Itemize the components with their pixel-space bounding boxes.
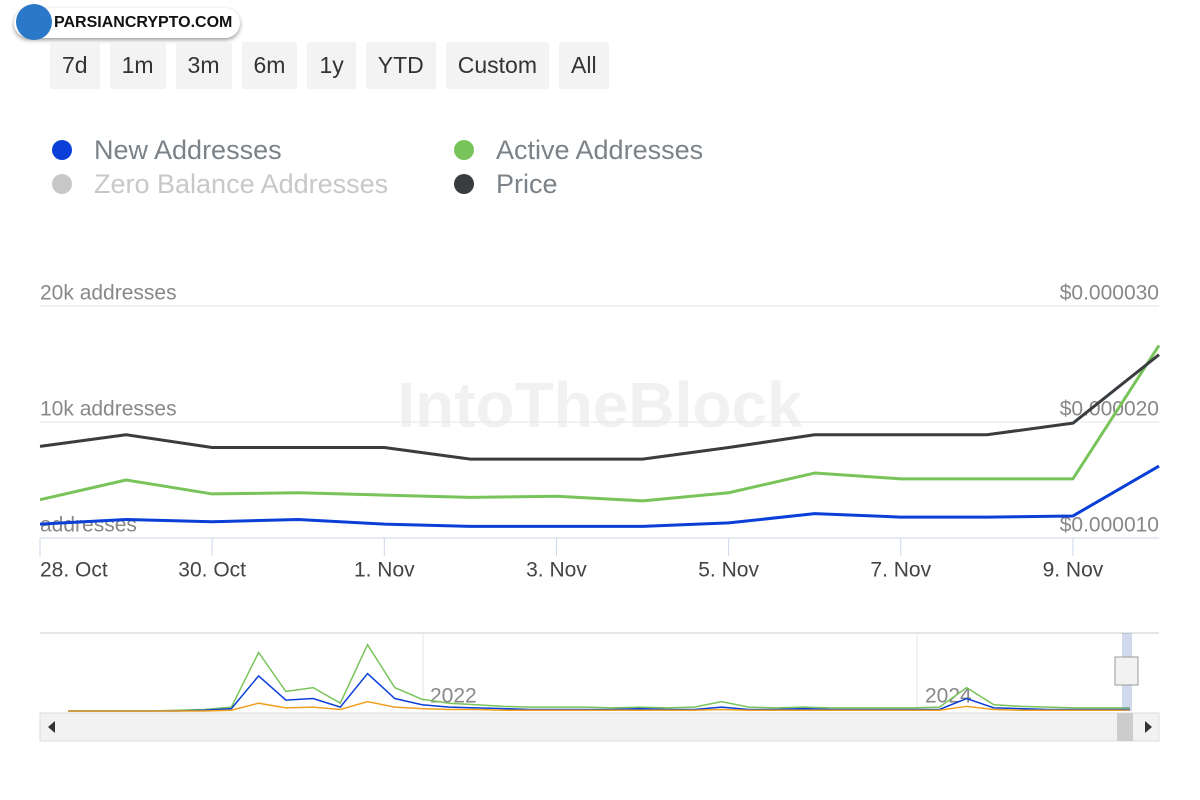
navigator-line [68, 700, 1130, 712]
legend-dot [454, 140, 474, 160]
x-tick-label: 9. Nov [1043, 559, 1104, 582]
range-button[interactable]: 3m [175, 42, 232, 89]
range-button[interactable]: 1y [307, 42, 356, 89]
y2-tick-label: $0.000030 [1060, 282, 1159, 305]
range-button[interactable]: 1m [109, 42, 166, 89]
x-tick-label: 1. Nov [354, 559, 415, 582]
legend-item[interactable]: New Addresses [52, 133, 454, 167]
y2-tick-label: $0.000010 [1060, 514, 1159, 537]
series-line [39, 353, 1160, 461]
range-button[interactable]: All [559, 42, 609, 89]
scrollbar-track [39, 712, 1160, 742]
legend-item[interactable]: Active Addresses [454, 133, 754, 167]
series-line [39, 464, 1160, 528]
legend-item[interactable]: Price [454, 167, 754, 201]
legend-label: New Addresses [94, 134, 282, 165]
watermark: IntoTheBlock [397, 369, 803, 441]
range-button[interactable]: YTD [365, 42, 436, 89]
navigator-line [68, 672, 1130, 712]
range-button[interactable]: 7d [50, 42, 100, 89]
range-button[interactable]: Custom [445, 42, 549, 89]
legend-item[interactable]: Zero Balance Addresses [52, 167, 454, 201]
y-tick-label: 10k addresses [40, 398, 177, 421]
scroll-left[interactable] [48, 721, 55, 733]
legend-dot [52, 174, 72, 194]
legend-dot [454, 174, 474, 194]
range-buttons: 7d 1m 3m 6m 1y YTD Custom All [50, 42, 609, 89]
series-line [39, 344, 1161, 503]
x-tick-label: 7. Nov [870, 559, 931, 582]
x-tick-label: 5. Nov [698, 559, 759, 582]
legend-label: Price [496, 168, 558, 199]
navigator-handle[interactable] [1114, 656, 1139, 686]
x-tick-label: 30. Oct [178, 559, 246, 582]
y-tick-label: 20k addresses [40, 282, 177, 305]
scrollbar-thumb[interactable] [1117, 713, 1133, 741]
brand-icon [16, 4, 52, 40]
legend-label: Zero Balance Addresses [94, 168, 389, 199]
navigator-line [68, 643, 1130, 712]
x-tick-label: 28. Oct [40, 559, 108, 582]
legend-label: Active Addresses [496, 134, 704, 165]
y-tick-label: addresses [40, 514, 137, 537]
range-button[interactable]: 6m [241, 42, 298, 89]
scroll-right[interactable] [1145, 721, 1152, 733]
y2-tick-label: $0.000020 [1060, 398, 1159, 421]
legend-dot [52, 140, 72, 160]
brand: PARSIANCRYPTO.COM [14, 4, 241, 40]
legend: New Addresses Zero Balance Addresses Activ… [52, 133, 754, 201]
x-tick-label: 3. Nov [526, 559, 587, 582]
